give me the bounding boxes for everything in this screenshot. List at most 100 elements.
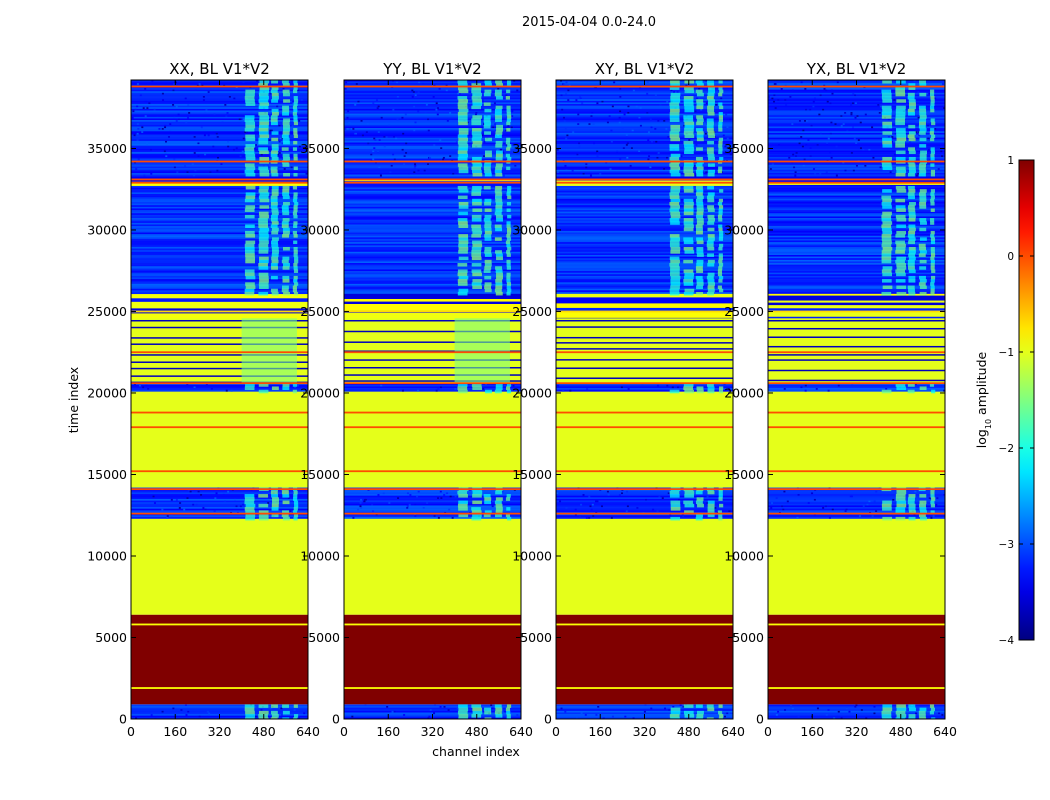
band-1 xyxy=(344,614,521,705)
flag-line xyxy=(556,310,733,313)
flag-line xyxy=(344,488,521,491)
x-tick-label: 320 xyxy=(208,724,232,739)
y-tick-label: 15000 xyxy=(87,467,127,482)
band-2 xyxy=(556,518,733,615)
band-2 xyxy=(131,518,308,615)
flag-line xyxy=(131,351,308,354)
flag-line xyxy=(768,512,945,515)
y-tick-label: 0 xyxy=(332,712,340,727)
y-tick-label: 0 xyxy=(119,712,127,727)
x-tick-label: 480 xyxy=(677,724,701,739)
band-1 xyxy=(556,614,733,705)
flag-line xyxy=(556,85,733,88)
flag-line xyxy=(131,623,308,626)
flag-line xyxy=(768,85,945,88)
colorbar: 1 0 −1 −2 −3 −4 log10 amplitude xyxy=(974,155,1035,647)
y-tick-label: 30000 xyxy=(512,222,552,237)
flag-line xyxy=(556,181,733,184)
flag-line xyxy=(768,181,945,184)
flag-line xyxy=(768,310,945,313)
panel-title: YY, BL V1*V2 xyxy=(382,60,481,78)
x-tick-label: 480 xyxy=(252,724,276,739)
band-4 xyxy=(131,391,308,488)
flag-line xyxy=(768,623,945,626)
flag-line xyxy=(768,351,945,354)
x-tick-label: 0 xyxy=(340,724,348,739)
flag-line xyxy=(556,470,733,473)
band-1 xyxy=(768,614,945,705)
heatmap-image xyxy=(768,80,945,719)
x-tick-label: 320 xyxy=(633,724,657,739)
band-1 xyxy=(131,614,308,705)
flag-line xyxy=(344,160,521,163)
y-tick-label: 35000 xyxy=(512,141,552,156)
flag-line xyxy=(344,411,521,414)
x-tick-label: 0 xyxy=(552,724,560,739)
flag-line xyxy=(344,470,521,473)
y-tick-label: 5000 xyxy=(95,630,127,645)
colorbar-tick-label: −3 xyxy=(999,539,1014,551)
y-tick-label: 0 xyxy=(544,712,552,727)
y-tick-label: 15000 xyxy=(300,467,340,482)
colorbar-tick-label: −1 xyxy=(999,347,1014,359)
y-tick-label: 5000 xyxy=(732,630,764,645)
flag-line xyxy=(768,687,945,689)
flag-line xyxy=(344,687,521,689)
flag-line xyxy=(131,488,308,491)
flag-line xyxy=(344,512,521,515)
flag-line xyxy=(344,623,521,626)
y-tick-label: 5000 xyxy=(520,630,552,645)
colorbar-tick-label: −4 xyxy=(999,635,1015,647)
figure-suptitle: 2015-04-04 0.0-24.0 xyxy=(522,15,656,30)
flag-line xyxy=(768,382,945,385)
flag-line xyxy=(344,85,521,88)
flag-line xyxy=(768,178,945,181)
panel-title: XX, BL V1*V2 xyxy=(169,60,270,78)
flag-line xyxy=(556,382,733,385)
y-tick-label: 25000 xyxy=(512,304,552,319)
flag-line xyxy=(768,488,945,491)
y-tick-label: 20000 xyxy=(724,385,764,400)
flag-line xyxy=(344,310,521,313)
flag-line xyxy=(768,426,945,429)
flag-line xyxy=(768,470,945,473)
flag-line xyxy=(131,310,308,313)
y-tick-label: 25000 xyxy=(300,304,340,319)
flag-line xyxy=(131,382,308,385)
flag-line xyxy=(768,160,945,163)
flag-line xyxy=(556,512,733,515)
y-tick-label: 25000 xyxy=(87,304,127,319)
band-2 xyxy=(344,518,521,615)
panel-3: YX, BL V1*V2 0 160 320 480 640 0 5000 10000 15000… xyxy=(724,60,957,739)
y-tick-label: 35000 xyxy=(300,141,340,156)
y-tick-label: 25000 xyxy=(724,304,764,319)
x-tick-label: 160 xyxy=(800,724,824,739)
y-tick-label: 20000 xyxy=(87,385,127,400)
heatmap-image xyxy=(344,80,521,719)
flag-line xyxy=(131,687,308,689)
x-tick-label: 640 xyxy=(721,724,745,739)
flag-line xyxy=(131,470,308,473)
x-axis-label: channel index xyxy=(432,744,520,759)
x-tick-label: 160 xyxy=(376,724,400,739)
y-tick-label: 10000 xyxy=(300,548,340,563)
colorbar-label: log10 amplitude xyxy=(974,351,993,448)
panel-1: YY, BL V1*V2 0 160 320 480 640 0 5000 10000 15000… xyxy=(300,60,533,739)
flag-line xyxy=(131,512,308,515)
y-tick-label: 30000 xyxy=(87,222,127,237)
flag-line xyxy=(344,178,521,181)
y-tick-label: 10000 xyxy=(512,548,552,563)
flag-line xyxy=(131,181,308,184)
y-tick-label: 20000 xyxy=(512,385,552,400)
x-tick-label: 480 xyxy=(889,724,913,739)
band-2 xyxy=(768,518,945,615)
x-tick-label: 0 xyxy=(127,724,135,739)
y-axis-label: time index xyxy=(66,367,81,433)
panel-0: XX, BL V1*V2 0 160 320 480 640 0 5000 10000 15000… xyxy=(87,60,320,739)
y-tick-label: 35000 xyxy=(87,141,127,156)
flag-line xyxy=(556,488,733,491)
panel-title: YX, BL V1*V2 xyxy=(806,60,907,78)
y-tick-label: 10000 xyxy=(87,548,127,563)
heatmap-image xyxy=(131,80,308,719)
flag-line xyxy=(344,426,521,429)
